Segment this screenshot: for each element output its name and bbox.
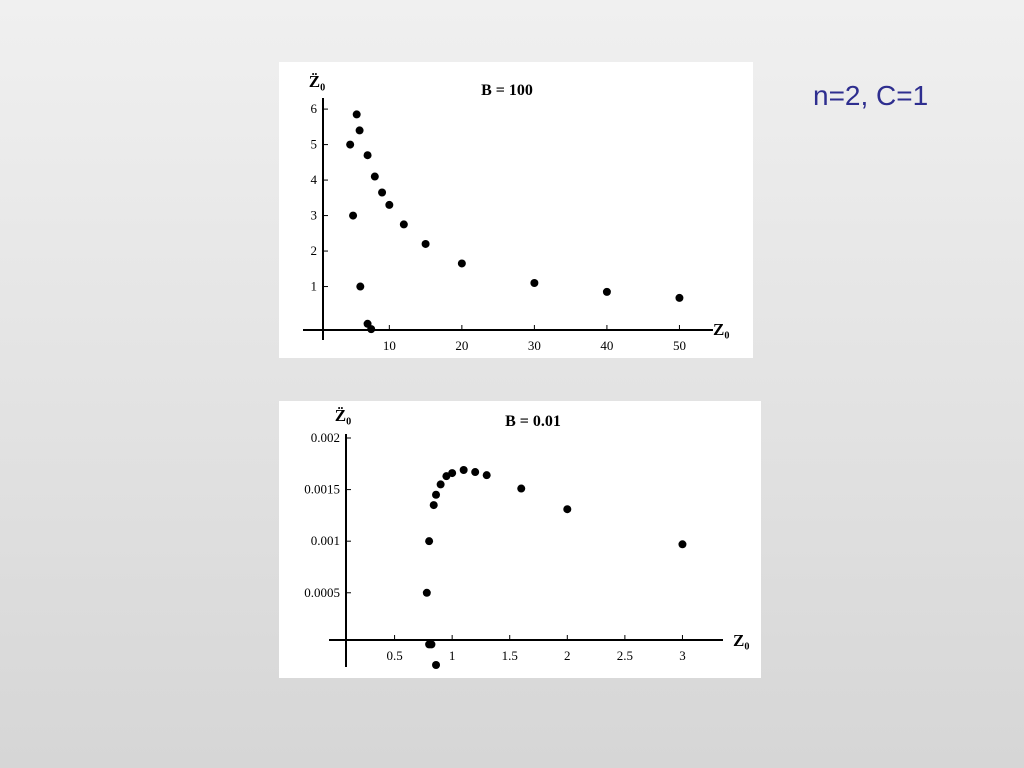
data-point	[678, 540, 687, 549]
data-point	[471, 468, 480, 477]
x-tick-label: 1.5	[502, 648, 518, 663]
data-point	[517, 484, 526, 493]
data-point	[378, 188, 387, 197]
data-point	[399, 220, 408, 229]
data-point	[675, 293, 684, 302]
data-point	[349, 211, 358, 220]
data-point	[602, 287, 611, 296]
data-point	[563, 505, 572, 514]
data-point	[425, 537, 434, 546]
data-point	[432, 490, 441, 499]
data-point	[436, 480, 445, 489]
x-tick-label: 20	[455, 338, 468, 353]
y-tick-label: 0.001	[311, 533, 340, 548]
y-axis-label: Z̈₀	[335, 406, 351, 425]
data-point	[427, 640, 436, 649]
data-point	[421, 239, 430, 248]
x-tick-label: 40	[600, 338, 613, 353]
y-tick-label: 0.002	[311, 430, 340, 445]
y-tick-label: 5	[311, 137, 318, 152]
y-tick-label: 3	[311, 208, 318, 223]
y-tick-label: 2	[311, 243, 318, 258]
x-axis-label: Z₀	[733, 631, 749, 650]
data-point	[352, 110, 361, 119]
data-point	[363, 151, 372, 160]
data-point	[385, 200, 394, 209]
data-point	[432, 661, 441, 669]
scatter-chart-b001: 0.5 1 1.5 2 2.5 3 0.0005 0.001 0.0015 0.002 B = 0.…	[304, 406, 749, 669]
data-point	[482, 471, 491, 480]
data-point	[356, 282, 365, 291]
data-point	[370, 172, 379, 181]
y-tick-label: 0.0005	[304, 585, 340, 600]
data-point	[346, 140, 355, 149]
data-point	[355, 126, 364, 135]
x-tick-label: 3	[679, 648, 686, 663]
data-point	[457, 259, 466, 268]
y-tick-label: 4	[311, 172, 318, 187]
y-axis-label: Z̈₀	[309, 72, 325, 91]
x-tick-label: 30	[528, 338, 541, 353]
y-tick-label: 6	[311, 101, 318, 116]
x-tick-label: 10	[383, 338, 396, 353]
slide-title: n=2, C=1	[813, 80, 929, 111]
y-tick-label: 0.0015	[304, 482, 340, 497]
data-point	[429, 501, 438, 510]
x-axis-label: Z₀	[713, 320, 729, 339]
x-tick-label: 2.5	[617, 648, 633, 663]
chart-title: B = 100	[481, 82, 533, 99]
data-point	[448, 469, 457, 478]
x-tick-label: 0.5	[386, 648, 402, 663]
y-tick-label: 1	[311, 279, 318, 294]
chart-title: B = 0.01	[505, 413, 561, 430]
data-point	[459, 465, 468, 474]
chart-panel-b001: 0.5 1 1.5 2 2.5 3 0.0005 0.001 0.0015 0.002 B = 0.…	[279, 401, 761, 678]
data-point	[367, 325, 376, 334]
data-point	[530, 278, 539, 287]
x-tick-label: 1	[449, 648, 456, 663]
x-tick-label: 2	[564, 648, 571, 663]
scatter-chart-b100: 10 20 30 40 50 1 2 3 4 5 6 B = 100 Z̈₀ Z₀	[303, 72, 729, 353]
data-point	[422, 588, 431, 597]
chart-panel-b100: 10 20 30 40 50 1 2 3 4 5 6 B = 100 Z̈₀ Z₀	[279, 62, 753, 358]
x-tick-label: 50	[673, 338, 686, 353]
